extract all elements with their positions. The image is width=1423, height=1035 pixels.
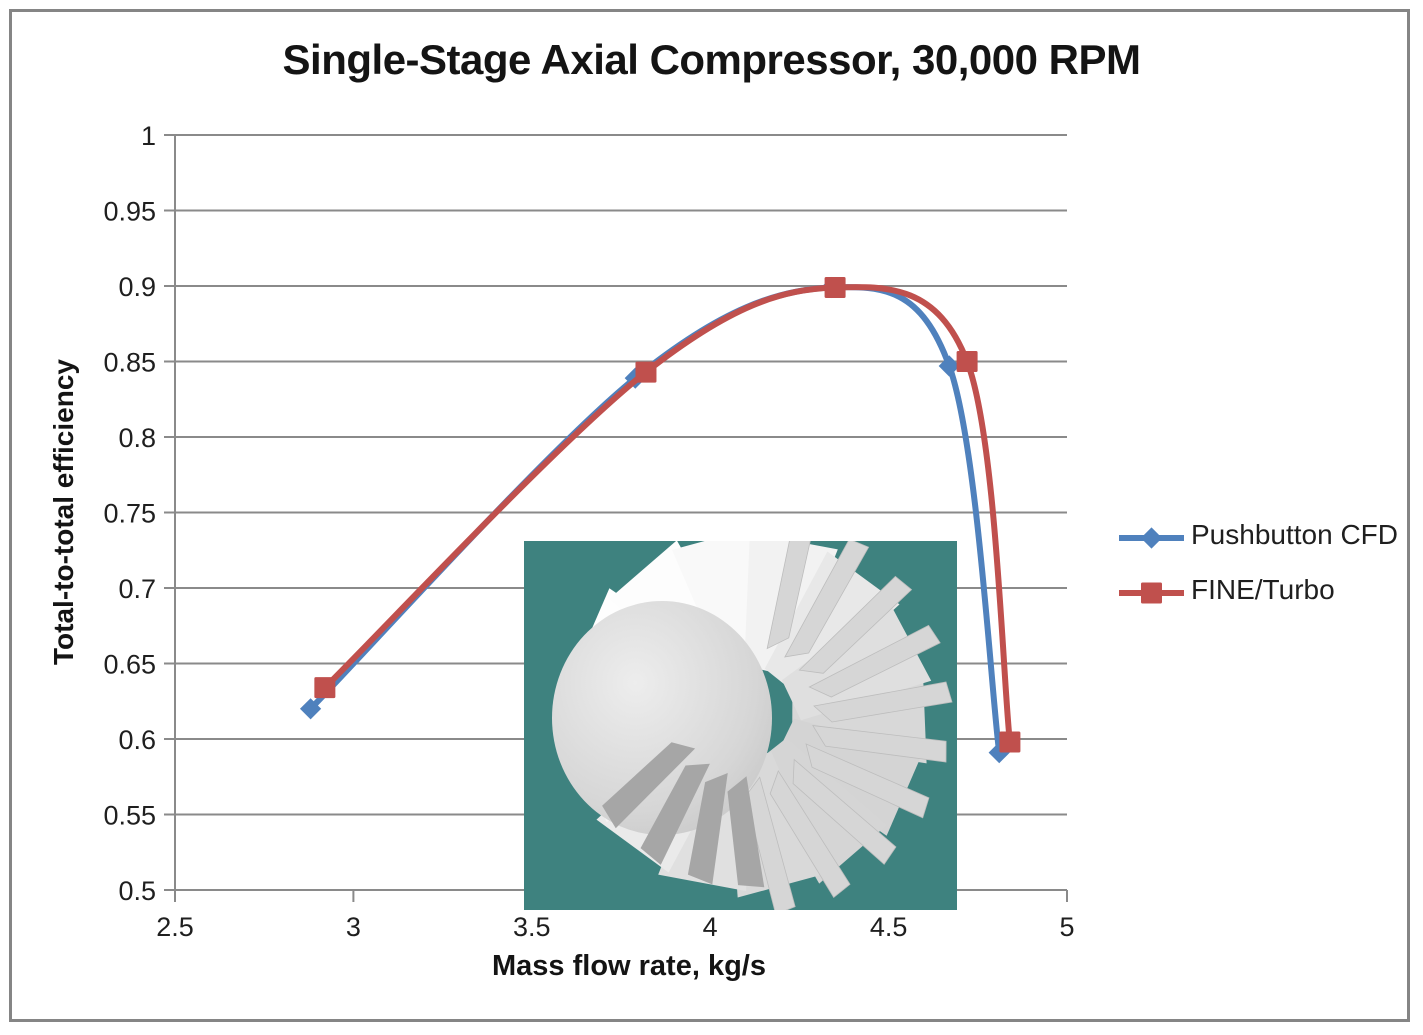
x-axis-title: Mass flow rate, kg/s (492, 950, 766, 982)
y-tick-label: 1 (141, 121, 156, 151)
rotor-stator-blade (784, 541, 870, 658)
x-tick-label: 3 (346, 912, 361, 942)
rotor-stator-blade (805, 743, 930, 819)
rotor-art (552, 541, 953, 910)
x-tick-label: 3.5 (513, 912, 551, 942)
x-tick-label: 2.5 (156, 912, 194, 942)
rotor-stator-blade (798, 575, 913, 674)
rotor-stator-blade (808, 624, 941, 698)
y-tick-label: 0.6 (118, 725, 156, 755)
x-tick-label: 5 (1059, 912, 1074, 942)
rotor-blade (671, 541, 768, 672)
data-series (299, 276, 1021, 764)
rotor-blade (764, 551, 900, 697)
y-tick-label: 0.7 (118, 574, 156, 604)
tick-labels: 1 0.95 0.9 0.85 0.8 0.75 0.7 0.65 0.6 0.55 0.52.5 3… (103, 121, 1074, 942)
data-point-pushbutton-cfd (938, 355, 960, 377)
rotor-stator-blade (769, 770, 851, 898)
data-point-fine-turbo (999, 731, 1021, 753)
legend-sample-marker (1141, 582, 1162, 604)
data-point-pushbutton-cfd (299, 698, 322, 720)
legend-samples (1119, 527, 1184, 604)
data-point-fine-turbo (824, 277, 846, 299)
y-tick-label: 0.95 (103, 197, 156, 227)
rotor-inset-image (524, 541, 957, 910)
y-tick-label: 0.55 (103, 801, 156, 831)
data-point-fine-turbo (635, 361, 657, 383)
rotor-stator-blade (766, 541, 816, 650)
legend-label-pushbutton-cfd: Pushbutton CFD (1191, 519, 1398, 550)
y-tick-label: 0.8 (118, 423, 156, 453)
x-tick-label: 4.5 (870, 912, 908, 942)
rotor-hub (552, 601, 772, 835)
chart-title: Single-Stage Axial Compressor, 30,000 RP… (282, 36, 1141, 83)
x-tick-label: 4 (703, 912, 718, 942)
rotor-stator-blade (744, 776, 796, 910)
legend-label-fine-turbo: FINE/Turbo (1191, 574, 1335, 605)
y-tick-label: 0.85 (103, 348, 156, 378)
rotor-lower-blade (640, 763, 710, 865)
y-tick-label: 0.75 (103, 499, 156, 529)
rotor-lower-blade (727, 776, 765, 888)
y-tick-label: 0.65 (103, 650, 156, 680)
rotor-stator-blade (792, 758, 897, 865)
rotor-lower-blade (602, 742, 696, 829)
rotor-stator-blade (813, 681, 953, 723)
rotor-blade (751, 737, 887, 884)
data-point-fine-turbo (314, 677, 336, 699)
legend-sample-marker (1140, 527, 1163, 549)
data-point-fine-turbo (956, 351, 978, 372)
y-tick-label: 0.5 (118, 876, 156, 906)
y-tick-label: 0.9 (118, 272, 156, 302)
rotor-stator-blade (812, 725, 947, 763)
rotor-lower-blade (687, 773, 728, 885)
